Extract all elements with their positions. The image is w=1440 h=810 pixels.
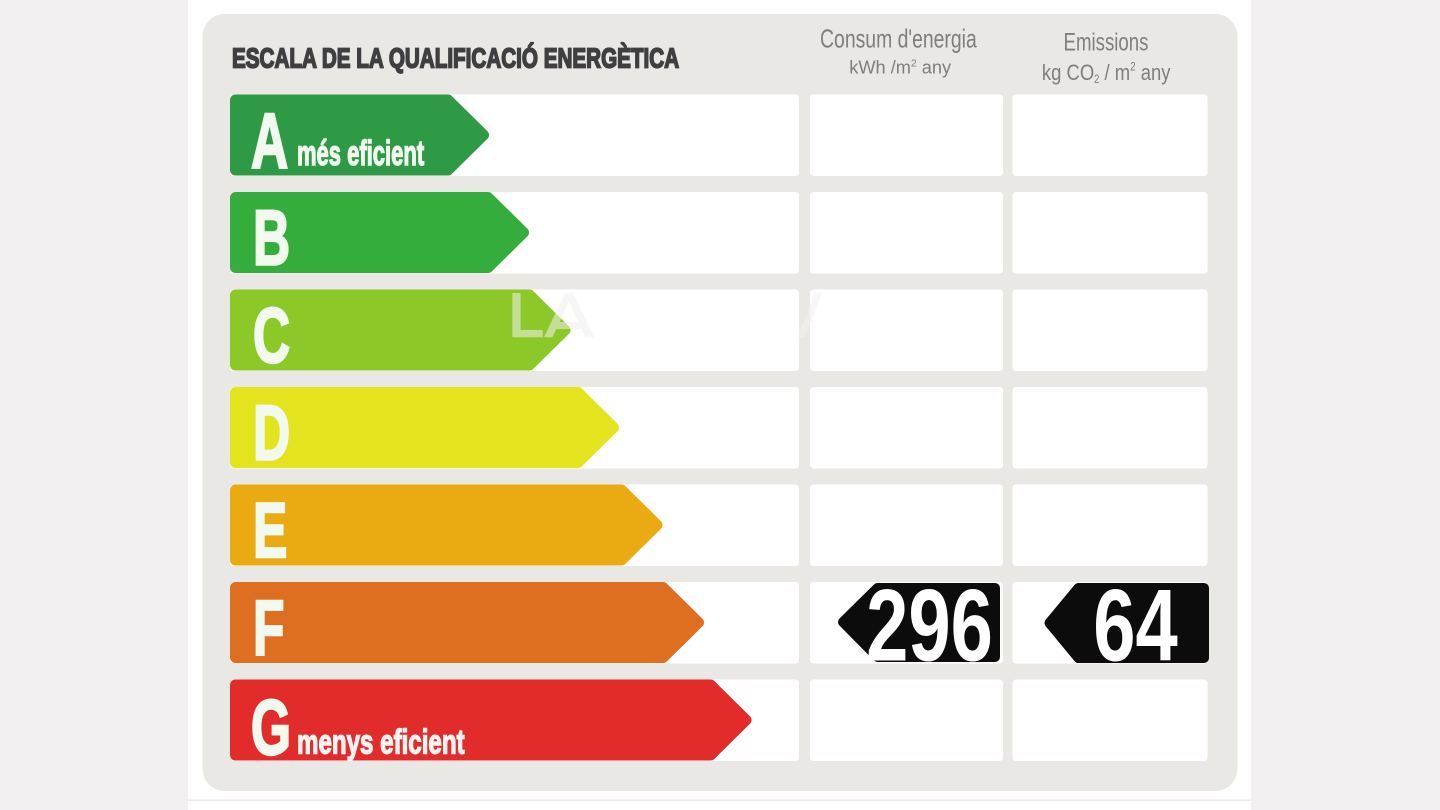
svg-text:Consum d'energia: Consum d'energia: [820, 23, 977, 52]
svg-text:kWh /m2 any: kWh /m2 any: [849, 57, 952, 77]
svg-text:G: G: [251, 684, 291, 771]
svg-text:Emissions: Emissions: [1064, 28, 1149, 56]
svg-text:F: F: [253, 585, 284, 672]
svg-text:A: A: [251, 98, 288, 185]
svg-text:D: D: [253, 390, 290, 477]
svg-text:menys eficient: menys eficient: [297, 724, 465, 762]
svg-text:més eficient: més eficient: [297, 134, 424, 174]
svg-text:kg CO2 / m2 any: kg CO2 / m2 any: [1042, 60, 1171, 86]
svg-text:E: E: [253, 487, 287, 574]
svg-text:B: B: [253, 195, 290, 282]
svg-text:C: C: [253, 292, 290, 379]
svg-text:64: 64: [1093, 570, 1178, 683]
svg-text:296: 296: [866, 570, 993, 683]
svg-text:ESCALA DE LA QUALIFICACIÓ ENER: ESCALA DE LA QUALIFICACIÓ ENERGÈTICA: [232, 42, 679, 74]
